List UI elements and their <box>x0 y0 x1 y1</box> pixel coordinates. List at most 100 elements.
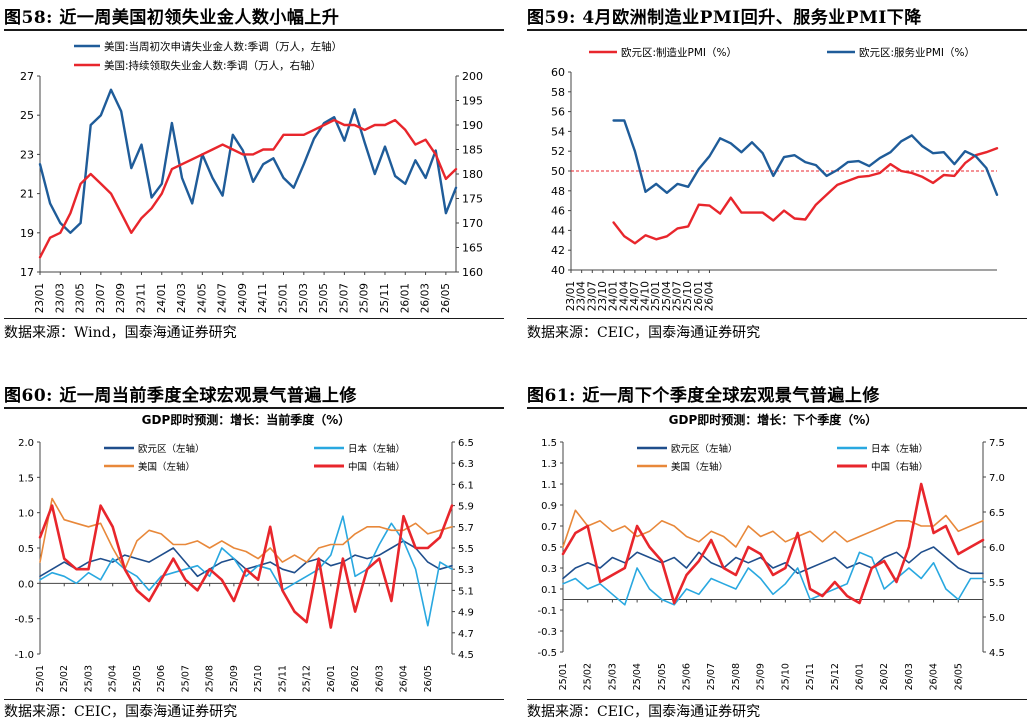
y-tick-label-right: 4.7 <box>458 629 474 640</box>
y-tick-label-left: 23 <box>20 148 34 161</box>
series-line <box>39 497 453 570</box>
y-tick-label-right: 5.9 <box>458 502 474 513</box>
x-tick-label: 25/07 <box>338 283 350 313</box>
x-tick-label: 25/06 <box>682 663 693 690</box>
title-rule <box>4 29 504 31</box>
x-tick-label: 23/01 <box>565 281 577 311</box>
x-tick-label: 25/04 <box>108 665 119 692</box>
y-tick-label-right: 4.5 <box>458 650 474 661</box>
series-line <box>38 118 458 259</box>
x-tick-label: 25/04 <box>632 663 643 690</box>
y-tick-label-right: 185 <box>462 144 483 157</box>
x-tick-label: 25/07 <box>706 663 717 690</box>
x-tick-label: 23/07 <box>95 283 107 313</box>
legend-label: 美国:当周初次申请失业金人数:季调（万人，左轴） <box>104 40 342 53</box>
y-tick-label-left: 0.5 <box>18 544 34 555</box>
y-tick-label-left: 42 <box>551 244 565 257</box>
x-tick-label: 26/05 <box>423 665 434 692</box>
x-tick-label: 24/07 <box>629 281 641 311</box>
y-tick-label-right: 6.5 <box>458 438 474 449</box>
x-tick-label: 25/01 <box>278 283 290 313</box>
panel-title: 图59: 4月欧洲制造业PMI回升、服务业PMI下降 <box>527 8 922 28</box>
x-tick-label: 25/09 <box>229 665 240 692</box>
x-tick-label: 25/11 <box>805 663 816 690</box>
y-tick-label-left: -0.3 <box>537 627 557 638</box>
x-tick-label: 25/09 <box>359 283 371 313</box>
y-tick-label-left: 2.0 <box>18 438 34 449</box>
y-tick-label-right: 175 <box>462 193 483 206</box>
x-tick-label: 26/04 <box>399 665 410 692</box>
x-tick-label: 23/11 <box>135 283 147 313</box>
y-tick-label-right: 6.5 <box>989 508 1005 519</box>
legend-label: 美国（左轴） <box>138 461 195 473</box>
chart-fig59: 40 42 44 46 48 50 52 54 56 58 60 23/0123/0423/0723/… <box>551 46 999 312</box>
title-rule <box>4 407 504 409</box>
source-note: 数据来源：CEIC，国泰海通证券研究 <box>4 704 238 720</box>
panel-title: 图61: 近一周下个季度全球宏观景气普遍上修 <box>527 386 880 406</box>
x-tick-label: 25/10 <box>780 663 791 690</box>
x-tick-label: 26/03 <box>420 283 432 313</box>
x-tick-label: 26/01 <box>693 281 705 311</box>
y-tick-label-left: 54 <box>551 125 565 138</box>
x-tick-label: 23/07 <box>586 281 598 311</box>
x-tick-label: 25/11 <box>277 665 288 692</box>
x-tick-label: 25/03 <box>298 283 310 313</box>
y-tick-label-left: 25 <box>20 109 34 122</box>
x-tick-label: 26/05 <box>953 663 964 690</box>
series-line <box>612 146 999 245</box>
x-tick-label: 25/05 <box>318 283 330 313</box>
y-tick-label-left: 0.5 <box>541 543 557 554</box>
y-tick-label-left: 60 <box>551 66 565 79</box>
x-tick-label: 24/01 <box>608 281 620 311</box>
y-tick-label-left: 1.5 <box>18 473 34 484</box>
y-tick-label-right: 160 <box>462 266 483 279</box>
source-rule <box>4 318 504 319</box>
source-rule <box>4 699 504 700</box>
x-tick-label: 23/09 <box>115 283 127 313</box>
x-tick-label: 25/03 <box>83 665 94 692</box>
x-tick-label: 24/10 <box>640 281 652 311</box>
x-tick-label: 26/01 <box>326 665 337 692</box>
x-tick-label: 25/03 <box>607 663 618 690</box>
y-tick-label-right: 5.5 <box>458 544 474 555</box>
source-rule <box>527 318 1027 319</box>
series-line <box>562 551 984 606</box>
y-tick-label-right: 5.7 <box>458 523 474 534</box>
y-tick-label-left: 0.9 <box>541 501 557 512</box>
x-tick-label: 26/03 <box>374 665 385 692</box>
x-tick-label: 24/11 <box>257 283 269 313</box>
x-tick-label: 25/07 <box>180 665 191 692</box>
y-tick-label-left: 0.3 <box>541 564 557 575</box>
y-tick-label-left: -0.5 <box>14 615 34 626</box>
chart-fig60: GDP即时预测：增长：当前季度（%） -1.0 -0.5 0.0 0.5 1.0 1.5 2.… <box>14 412 474 692</box>
y-tick-label-right: 6.3 <box>458 459 474 470</box>
y-tick-label-left: 1.0 <box>18 509 34 520</box>
chart-fig61: GDP即时预测：增长：下个季度（%） -0.5 -0.3 -0.1 0.1 0.3 0.5 0… <box>537 412 1005 690</box>
y-tick-label-left: 21 <box>20 188 34 201</box>
y-tick-label-left: 0.1 <box>541 585 557 596</box>
chart-title: GDP即时预测：增长：下个季度（%） <box>669 412 878 427</box>
x-tick-label: 26/05 <box>440 283 452 313</box>
x-tick-label: 25/02 <box>59 665 70 692</box>
x-tick-label: 24/03 <box>176 283 188 313</box>
legend-label: 欧元区（左轴） <box>138 443 205 455</box>
x-tick-label: 26/01 <box>854 663 865 690</box>
x-tick-label: 23/03 <box>54 283 66 313</box>
y-tick-label-right: 5.1 <box>458 586 474 597</box>
y-tick-label-left: 46 <box>551 205 565 218</box>
x-tick-label: 23/04 <box>576 281 588 312</box>
source-note: 数据来源：CEIC，国泰海通证券研究 <box>527 704 761 720</box>
x-tick-label: 25/08 <box>731 663 742 690</box>
panel-fig58: 图58: 近一周美国初领失业金人数小幅上升 17 19 21 23 25 27 160 165… <box>4 0 504 350</box>
x-tick-label: 25/01 <box>650 281 662 311</box>
x-tick-label: 24/01 <box>156 283 168 313</box>
panel-title: 图58: 近一周美国初领失业金人数小幅上升 <box>4 8 340 28</box>
x-tick-label: 25/02 <box>583 663 594 690</box>
x-tick-label: 24/04 <box>618 281 630 312</box>
panel-title: 图60: 近一周当前季度全球宏观景气普遍上修 <box>4 386 357 406</box>
y-tick-label-left: 44 <box>551 224 565 237</box>
y-tick-label-left: 0.7 <box>541 522 557 533</box>
x-tick-label: 26/03 <box>904 663 915 690</box>
y-tick-label-left: 40 <box>551 264 565 277</box>
y-tick-label-right: 6.1 <box>458 480 474 491</box>
